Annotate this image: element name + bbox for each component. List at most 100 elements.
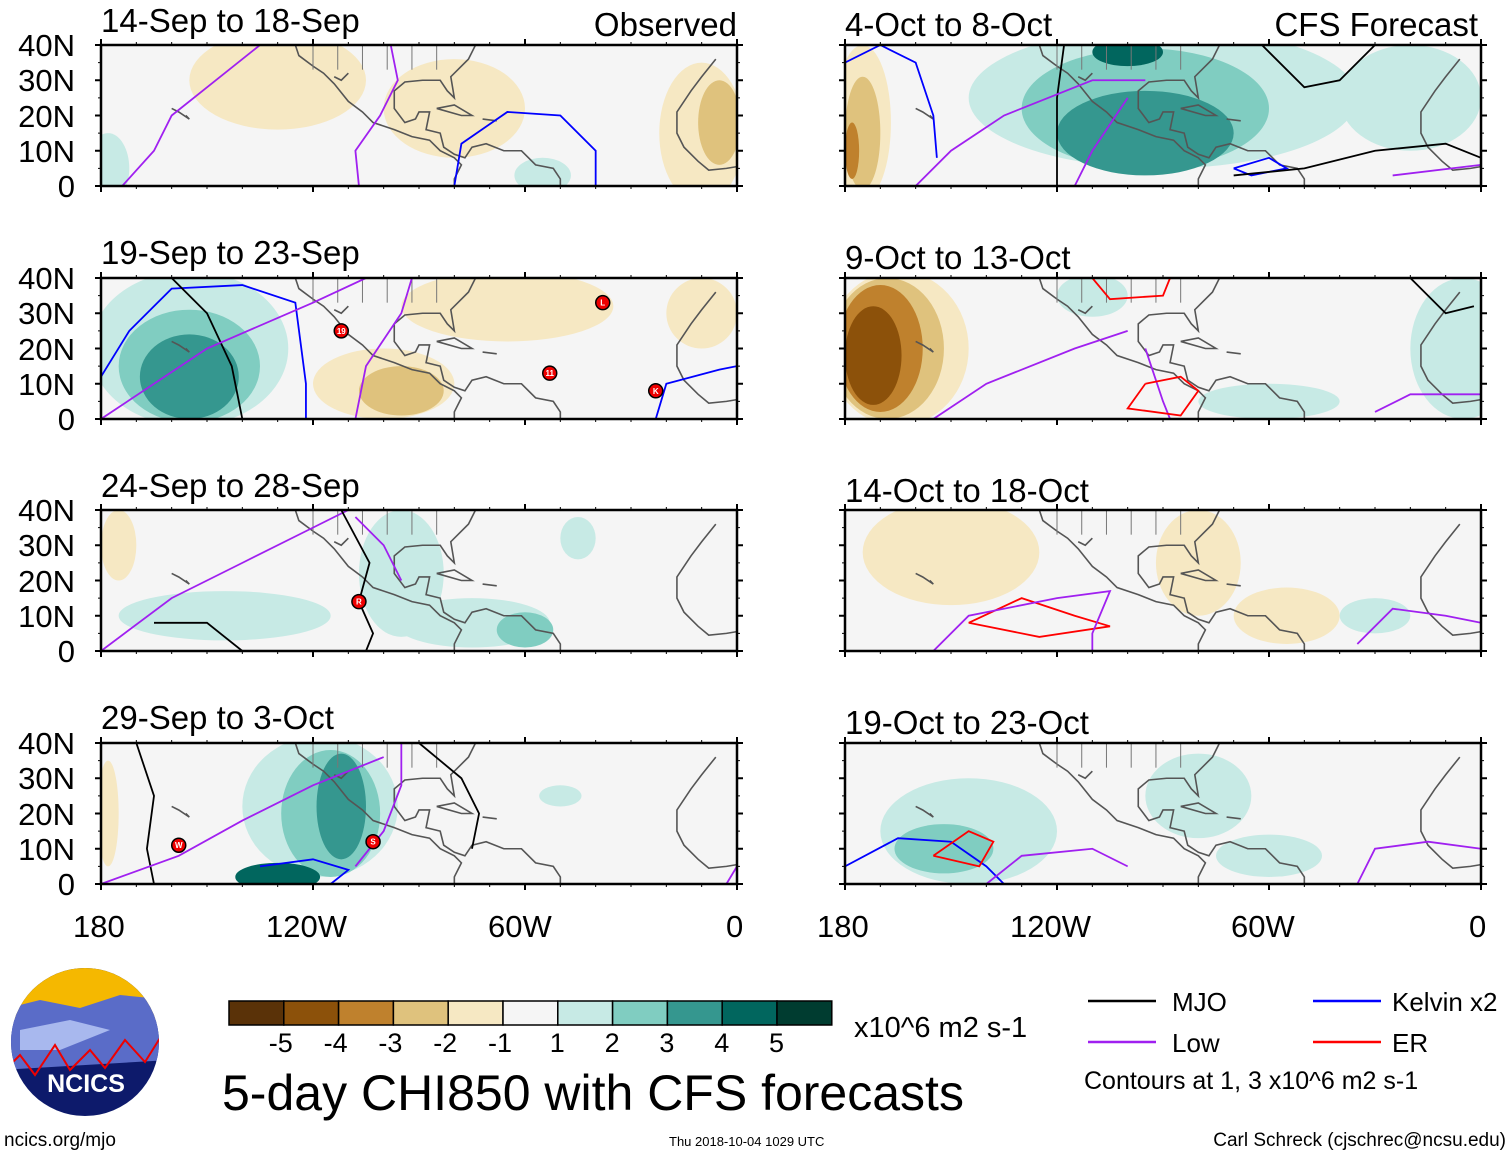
anomaly-shading	[101, 510, 137, 581]
coastline	[333, 72, 349, 82]
colorbar-label: -5	[268, 1028, 293, 1058]
anomaly-shading	[1233, 587, 1340, 644]
coastline	[393, 278, 562, 419]
wave-contour	[453, 111, 597, 186]
map-panel: 19 L 11 K	[95, 272, 743, 425]
coastline	[1077, 305, 1093, 315]
coastline	[1038, 45, 1207, 186]
map-panel	[839, 39, 1487, 192]
lat-label: 20N	[18, 563, 75, 599]
colorbar-swatch	[666, 1000, 723, 1026]
panel-title: 9-Oct to 13-Oct	[845, 239, 1071, 276]
coastline	[1038, 278, 1207, 419]
coastline	[171, 805, 190, 818]
anomaly-shading	[1216, 834, 1322, 877]
wave-contour	[154, 621, 243, 651]
colorbar-swatch	[228, 1000, 285, 1026]
colorbar-units: x10^6 m2 s-1	[854, 1012, 1028, 1044]
coastline	[1137, 510, 1306, 651]
wave-contour	[1356, 840, 1481, 884]
wave-contour	[101, 510, 349, 651]
map-panel	[839, 504, 1487, 657]
panel-title: 14-Sep to 18-Sep	[101, 2, 360, 39]
anomaly-shading	[845, 122, 860, 179]
panel-title: 4-Oct to 8-Oct	[845, 6, 1053, 43]
wave-contour	[1126, 375, 1200, 417]
coastline	[393, 510, 562, 651]
coastline	[1077, 770, 1093, 780]
wave-contour	[968, 597, 1111, 638]
coastline	[915, 572, 934, 585]
panel-title: 14-Oct to 18-Oct	[845, 472, 1089, 509]
lat-label: 10N	[18, 831, 75, 867]
panel-label-forecast: CFS Forecast	[1274, 6, 1478, 43]
lat-label: 0	[57, 169, 75, 204]
storm-marker: L	[594, 294, 611, 311]
coastline	[1077, 72, 1093, 82]
colorbar-label: -1	[488, 1028, 513, 1058]
wave-contour	[932, 589, 1112, 651]
coastline	[1226, 118, 1241, 122]
anomaly-shading	[496, 612, 554, 648]
wave-contour	[354, 743, 403, 867]
wave-contour	[845, 837, 1005, 884]
panel-title: 19-Oct to 23-Oct	[845, 704, 1089, 741]
wave-contour	[418, 743, 481, 849]
wave-contour	[1091, 278, 1171, 301]
wave-contour	[259, 858, 351, 884]
coastline	[915, 805, 934, 818]
anomaly-shading	[845, 306, 902, 405]
wave-contour	[985, 847, 1129, 884]
footer-url[interactable]: ncics.org/mjo	[4, 1130, 116, 1151]
lat-label: 0	[57, 634, 75, 669]
colorbar-label: 2	[604, 1028, 620, 1058]
panel-title: 19-Sep to 23-Sep	[101, 234, 360, 271]
legend-label-kelvin: Kelvin x2	[1392, 987, 1498, 1017]
coastline	[1420, 756, 1481, 869]
lat-label: 30N	[18, 296, 75, 332]
contour-note: Contours at 1, 3 x10^6 m2 s-1	[1084, 1067, 1419, 1095]
anomaly-shading	[1198, 383, 1340, 419]
colorbar-label: 1	[549, 1028, 565, 1058]
coastline	[482, 816, 497, 820]
coastline	[1226, 583, 1241, 587]
colorbar-swatch	[557, 1000, 614, 1026]
ncics-logo: NCICS	[11, 968, 159, 1116]
coastline	[436, 337, 475, 350]
coastline	[171, 572, 190, 585]
coastline	[676, 523, 737, 636]
storm-id: 19	[337, 327, 346, 336]
lat-label: 0	[57, 402, 75, 437]
coastline	[1180, 569, 1219, 582]
anomaly-shading	[101, 760, 119, 867]
anomaly-shading	[862, 510, 1040, 606]
lat-label: 30N	[18, 63, 75, 99]
storm-id: L	[600, 299, 605, 308]
map-panel	[839, 737, 1487, 890]
colorbar	[228, 1000, 833, 1026]
storm-id: S	[370, 838, 376, 847]
coastline	[676, 756, 737, 869]
coastline	[1180, 802, 1219, 815]
colorbar-swatch	[611, 1000, 669, 1026]
colorbar-label: 5	[769, 1028, 785, 1058]
coastline	[915, 340, 934, 353]
anomaly-shading	[1057, 278, 1128, 317]
coastline	[171, 107, 190, 120]
panel-title: 29-Sep to 3-Oct	[101, 699, 334, 736]
coastline	[1420, 58, 1481, 171]
wave-contour	[354, 516, 403, 581]
wave-contour	[725, 865, 737, 884]
coastline	[436, 104, 475, 117]
coastline	[436, 569, 475, 582]
storm-id: K	[653, 387, 659, 396]
storm-id: R	[356, 598, 362, 607]
coastline	[1137, 45, 1306, 186]
lat-label: 40N	[18, 726, 75, 761]
coastline	[294, 743, 463, 884]
anomaly-shading	[1410, 278, 1481, 419]
colorbar-label: -2	[433, 1028, 458, 1058]
wave-contour	[354, 45, 399, 186]
